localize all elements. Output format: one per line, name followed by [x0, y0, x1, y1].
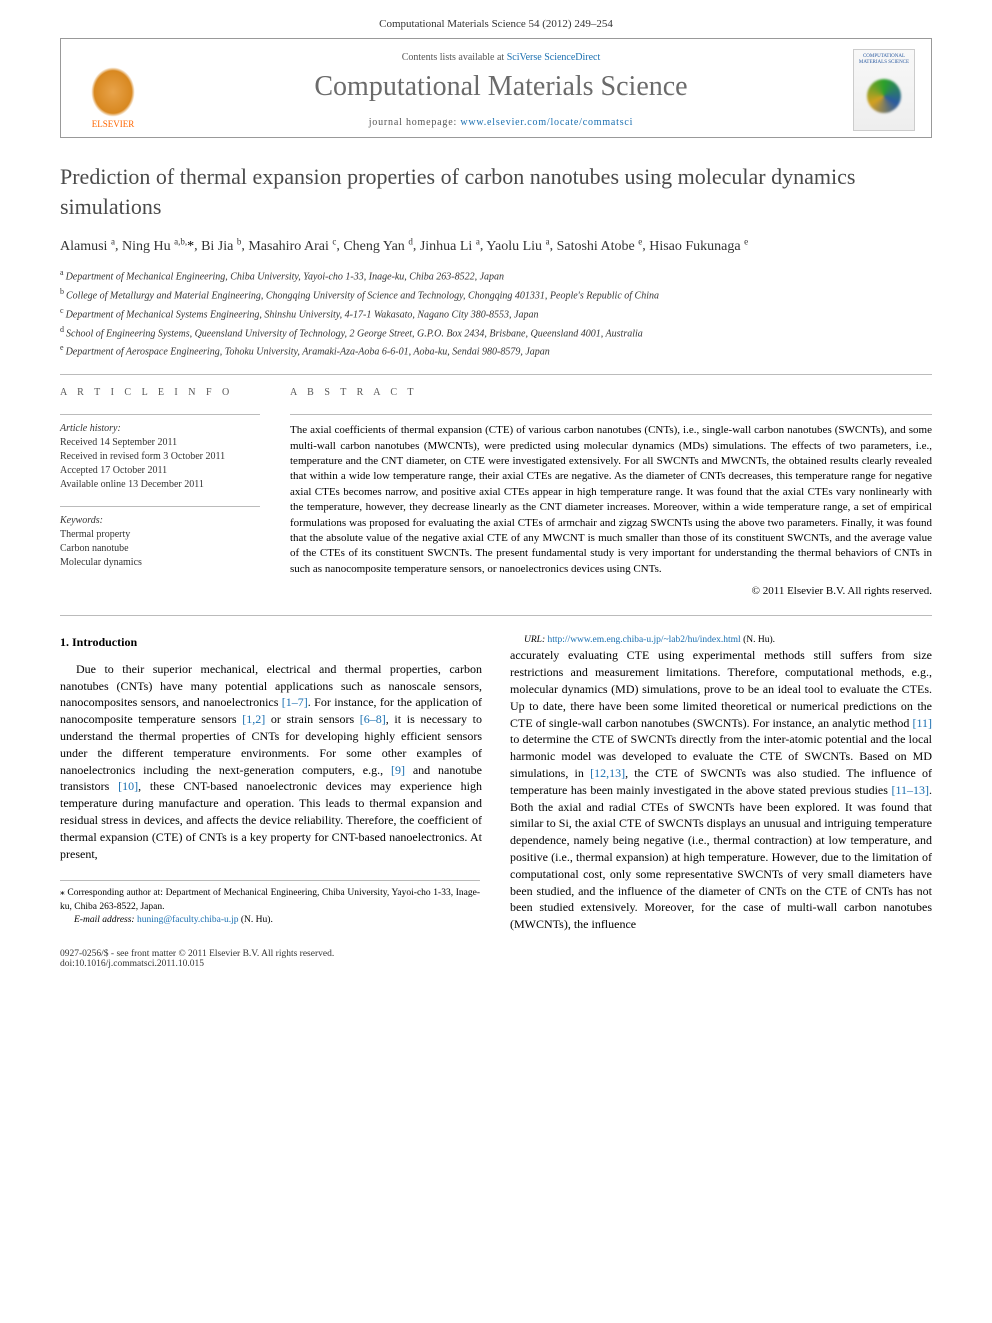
journal-name: Computational Materials Science	[149, 71, 853, 103]
journal-cover-thumbnail: COMPUTATIONAL MATERIALS SCIENCE	[853, 49, 915, 131]
email-suffix: (N. Hu).	[241, 915, 273, 925]
history-heading: Article history:	[60, 423, 260, 434]
corresponding-note: ⁎ Corresponding author at: Department of…	[60, 887, 480, 914]
issn-line: 0927-0256/$ - see front matter © 2011 El…	[60, 949, 334, 959]
url-suffix: (N. Hu).	[743, 635, 775, 645]
abstract-column: A B S T R A C T The axial coefficients o…	[290, 387, 932, 597]
affiliation: dSchool of Engineering Systems, Queensla…	[60, 324, 932, 342]
page-footer: 0927-0256/$ - see front matter © 2011 El…	[60, 949, 932, 969]
citation-link[interactable]: [1,2]	[242, 712, 265, 726]
running-header: Computational Materials Science 54 (2012…	[0, 0, 992, 38]
author: Masahiro Arai c	[248, 239, 336, 254]
author: Bi Jia b	[201, 239, 241, 254]
affiliation: bCollege of Metallurgy and Material Engi…	[60, 286, 932, 304]
elsevier-tree-icon	[91, 67, 135, 117]
author: Alamusi a	[60, 239, 115, 254]
author: Cheng Yan d	[343, 239, 412, 254]
article-info-column: A R T I C L E I N F O Article history: R…	[60, 387, 260, 597]
citation-link[interactable]: [11]	[912, 716, 932, 730]
history-revised: Received in revised form 3 October 2011	[60, 450, 260, 464]
citation-link[interactable]: [1–7]	[282, 695, 308, 709]
article-info-label: A R T I C L E I N F O	[60, 387, 260, 404]
divider	[60, 615, 932, 616]
corresponding-email-link[interactable]: huning@faculty.chiba-u.jp	[137, 915, 239, 925]
divider	[60, 374, 932, 375]
article-title: Prediction of thermal expansion properti…	[60, 162, 932, 221]
keywords-heading: Keywords:	[60, 515, 260, 526]
author: Jinhua Li a	[420, 239, 480, 254]
keyword: Carbon nanotube	[60, 542, 260, 556]
authors-list: Alamusi a, Ning Hu a,b,*, Bi Jia b, Masa…	[60, 235, 932, 257]
sciencedirect-link[interactable]: SciVerse ScienceDirect	[507, 52, 601, 63]
author: Hisao Fukunaga e	[649, 239, 748, 254]
citation-link[interactable]: [10]	[118, 779, 138, 793]
contents-prefix: Contents lists available at	[402, 52, 507, 63]
doi-line: doi:10.1016/j.commatsci.2011.10.015	[60, 959, 334, 969]
citation-link[interactable]: [6–8]	[360, 712, 386, 726]
history-online: Available online 13 December 2011	[60, 478, 260, 492]
email-label: E-mail address:	[74, 915, 135, 925]
section-heading-intro: 1. Introduction	[60, 634, 482, 651]
keyword: Thermal property	[60, 528, 260, 542]
divider	[290, 414, 932, 415]
author: Yaolu Liu a	[486, 239, 549, 254]
affiliations-list: aDepartment of Mechanical Engineering, C…	[60, 267, 932, 360]
corresponding-url-link[interactable]: http://www.em.eng.chiba-u.jp/~lab2/hu/in…	[548, 635, 741, 645]
cover-art-icon	[867, 65, 901, 126]
citation-link[interactable]: [12,13]	[590, 766, 625, 780]
history-accepted: Accepted 17 October 2011	[60, 464, 260, 478]
divider	[60, 506, 260, 507]
abstract-copyright: © 2011 Elsevier B.V. All rights reserved…	[290, 585, 932, 597]
contents-line: Contents lists available at SciVerse Sci…	[149, 52, 853, 63]
keyword: Molecular dynamics	[60, 556, 260, 570]
intro-paragraph: Due to their superior mechanical, electr…	[60, 661, 482, 863]
divider	[60, 414, 260, 415]
abstract-text: The axial coefficients of thermal expans…	[290, 423, 932, 577]
journal-homepage-link[interactable]: www.elsevier.com/locate/commatsci	[460, 117, 633, 128]
homepage-line: journal homepage: www.elsevier.com/locat…	[149, 117, 853, 128]
intro-paragraph: accurately evaluating CTE using experime…	[510, 647, 932, 933]
author: Ning Hu a,b,*	[122, 239, 194, 254]
url-label: URL:	[524, 635, 545, 645]
citation-link[interactable]: [11–13]	[891, 783, 929, 797]
history-received: Received 14 September 2011	[60, 436, 260, 450]
publisher-name: ELSEVIER	[92, 119, 135, 129]
body-two-column: 1. Introduction Due to their superior me…	[60, 634, 932, 933]
affiliation: aDepartment of Mechanical Engineering, C…	[60, 267, 932, 285]
affiliation: eDepartment of Aerospace Engineering, To…	[60, 342, 932, 360]
affiliation: cDepartment of Mechanical Systems Engine…	[60, 305, 932, 323]
homepage-prefix: journal homepage:	[369, 117, 461, 128]
cover-title: COMPUTATIONAL MATERIALS SCIENCE	[858, 54, 910, 65]
journal-header-box: ELSEVIER Contents lists available at Sci…	[60, 38, 932, 138]
author: Satoshi Atobe e	[557, 239, 643, 254]
citation-link[interactable]: [9]	[391, 763, 405, 777]
publisher-logo: ELSEVIER	[77, 51, 149, 129]
abstract-label: A B S T R A C T	[290, 387, 932, 404]
